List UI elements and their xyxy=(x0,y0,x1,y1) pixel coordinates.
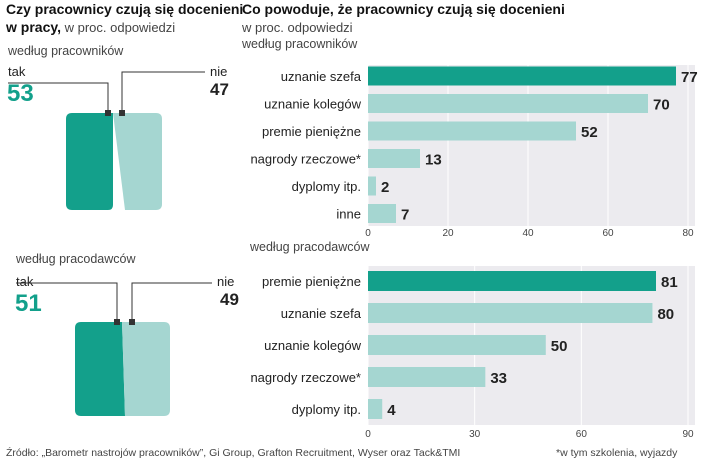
bar xyxy=(368,149,420,168)
value-label: 13 xyxy=(425,152,442,169)
yes-label-employees: tak xyxy=(8,64,26,79)
yes-marker-employees xyxy=(105,110,111,116)
value-label: 77 xyxy=(681,69,698,86)
right-subtitle: w proc. odpowiedzi xyxy=(242,20,353,35)
category-label: dyplomy itp. xyxy=(292,179,361,194)
value-label: 4 xyxy=(387,402,396,419)
category-label: inne xyxy=(336,207,361,222)
tick-label: 60 xyxy=(576,429,588,440)
bar xyxy=(368,335,546,355)
category-label: premie pieniężne xyxy=(262,274,361,289)
tick-label: 0 xyxy=(365,228,371,239)
bar xyxy=(368,66,676,86)
category-label: premie pieniężne xyxy=(262,124,361,139)
value-label: 52 xyxy=(581,124,598,141)
chart1-group-label: według pracowników xyxy=(242,37,358,51)
chart2-group-label: według pracodawców xyxy=(250,240,370,254)
category-label: uznanie szefa xyxy=(281,306,362,321)
value-label: 33 xyxy=(490,370,507,387)
left-group-label-employees: według pracowników xyxy=(8,44,124,58)
left-subtitle: w proc. odpowiedzi xyxy=(61,20,176,35)
category-label: uznanie kolegów xyxy=(264,338,361,353)
no-label-employers: nie xyxy=(217,274,235,289)
bar-chart-employers: 0 30 60 90 premie pieniężne 81 uznanie szefa 80… xyxy=(250,266,695,440)
bar xyxy=(368,271,656,291)
bar xyxy=(368,176,376,196)
value-label: 7 xyxy=(401,207,409,224)
yes-share-fill-employees xyxy=(66,113,113,210)
tick-label: 60 xyxy=(602,228,614,239)
tick-label: 80 xyxy=(682,228,694,239)
bar xyxy=(368,121,576,141)
yes-leader-line-employers xyxy=(16,282,118,322)
tick-label: 20 xyxy=(442,228,454,239)
tick-label: 90 xyxy=(682,429,694,440)
category-label: uznanie kolegów xyxy=(264,97,361,112)
yes-value-employers: 51 xyxy=(15,290,42,317)
tick-label: 40 xyxy=(522,228,534,239)
yes-leader-line-employees xyxy=(8,82,109,113)
tick-label: 0 xyxy=(365,429,371,440)
yes-label-employers: tak xyxy=(16,274,34,289)
value-label: 50 xyxy=(551,338,568,355)
source-note: Źródło: „Barometr nastrojów pracowników”… xyxy=(6,447,461,459)
split-box-employees xyxy=(8,71,205,210)
bar-chart-employees: 0 20 40 60 80 uznanie szefa 77 uznanie kolegów 7… xyxy=(250,65,698,239)
no-leader-line-employers xyxy=(131,282,212,322)
bar xyxy=(368,303,653,323)
no-marker-employers xyxy=(129,319,135,325)
category-label: nagrody rzeczowe* xyxy=(250,152,361,167)
value-label: 2 xyxy=(381,179,389,196)
yes-share-fill-employers xyxy=(75,322,125,416)
category-label: nagrody rzeczowe* xyxy=(250,370,361,385)
right-title: Co powoduje, że pracownicy czują się doc… xyxy=(242,1,565,17)
left-title-bold: w pracy, xyxy=(6,19,61,35)
no-value-employers: 49 xyxy=(220,290,239,309)
value-label: 70 xyxy=(653,97,670,114)
yes-value-employees: 53 xyxy=(7,80,34,107)
value-label: 80 xyxy=(657,306,674,323)
category-label: dyplomy itp. xyxy=(292,402,361,417)
bar xyxy=(368,204,396,223)
plot-background xyxy=(368,65,695,226)
left-group-label-employers: według pracodawców xyxy=(16,252,136,266)
no-value-employees: 47 xyxy=(210,80,229,99)
bar xyxy=(368,367,486,387)
no-label-employees: nie xyxy=(210,64,228,79)
bar xyxy=(368,94,648,113)
yes-marker-employers xyxy=(114,319,120,325)
left-title-line2: w pracy, w proc. odpowiedzi xyxy=(6,19,175,37)
value-label: 81 xyxy=(661,274,678,291)
split-box-employers xyxy=(16,282,212,416)
category-label: uznanie szefa xyxy=(281,69,362,84)
no-leader-line-employees xyxy=(121,71,205,113)
tick-label: 30 xyxy=(469,429,481,440)
no-share-fill-employers xyxy=(122,322,170,416)
no-marker-employees xyxy=(119,110,125,116)
left-title-line1: Czy pracownicy czują się docenieni xyxy=(6,1,244,17)
no-share-fill-employees xyxy=(113,113,162,210)
bar xyxy=(368,399,383,419)
footnote: *w tym szkolenia, wyjazdy xyxy=(556,447,678,459)
